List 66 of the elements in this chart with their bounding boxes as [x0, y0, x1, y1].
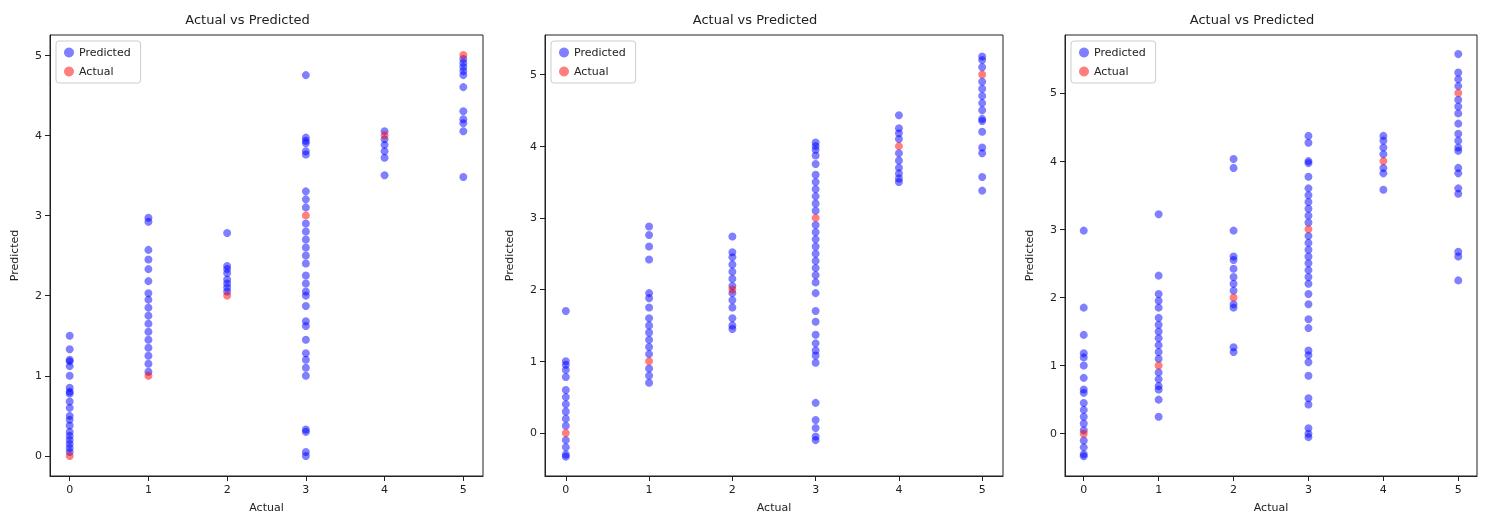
x-axis-title: Actual — [1253, 501, 1289, 514]
y-tick-label: 0 — [1050, 427, 1057, 441]
y-tick-label: 3 — [530, 211, 537, 225]
x-tick-label: 4 — [1379, 483, 1387, 496]
x-tick-label: 0 — [1080, 483, 1088, 496]
x-tick-label: 3 — [812, 483, 820, 496]
legend-label: Predicted — [1094, 46, 1146, 59]
point — [645, 357, 654, 366]
y-tick-label: 3 — [35, 208, 42, 222]
y-tick-label: 1 — [35, 369, 42, 383]
x-tick-label: 3 — [302, 483, 310, 496]
point — [223, 291, 232, 300]
y-tick-label: 2 — [530, 283, 537, 297]
y-tick-label: 1 — [530, 354, 537, 368]
point — [1304, 225, 1313, 234]
chart-title: Actual vs Predicted — [185, 12, 310, 27]
chart-title: Actual vs Predicted — [1189, 12, 1315, 27]
x-tick-label: 1 — [1155, 483, 1163, 496]
x-axis-title: Actual — [249, 501, 284, 514]
point — [561, 428, 570, 437]
x-tick-label: 0 — [562, 483, 570, 496]
point — [1154, 361, 1163, 370]
legend-label: Actual — [1094, 65, 1129, 78]
y-tick-label: 2 — [1050, 290, 1057, 304]
x-tick-label: 2 — [728, 483, 736, 496]
chart-title: Actual vs Predicted — [692, 12, 818, 27]
point — [1229, 293, 1238, 302]
point — [65, 451, 74, 460]
y-tick-label: 0 — [35, 449, 42, 463]
y-tick-label: 0 — [530, 426, 537, 440]
y-axis-title: Predicted — [8, 229, 21, 282]
legend-label: Predicted — [79, 46, 131, 59]
y-tick-label: 4 — [1050, 154, 1057, 168]
point — [728, 285, 737, 294]
x-tick-label: 2 — [223, 483, 231, 496]
x-axis-title: Actual — [756, 501, 792, 514]
y-tick-label: 5 — [35, 48, 42, 62]
legend-label: Predicted — [574, 46, 626, 59]
point — [894, 142, 903, 151]
y-tick-label: 5 — [530, 67, 537, 81]
y-axis-title: Predicted — [1023, 229, 1036, 282]
point — [144, 371, 153, 380]
x-tick-label: 4 — [381, 483, 389, 496]
y-axis-title: Predicted — [503, 229, 516, 282]
x-tick-label: 2 — [1230, 483, 1238, 496]
x-tick-label: 4 — [895, 483, 903, 496]
point — [459, 51, 468, 60]
x-tick-label: 5 — [978, 483, 986, 496]
x-tick-label: 1 — [144, 483, 152, 496]
x-tick-label: 1 — [645, 483, 653, 496]
y-tick-label: 2 — [35, 289, 42, 303]
y-tick-label: 3 — [1050, 222, 1057, 236]
point — [978, 70, 987, 79]
x-tick-label: 5 — [459, 483, 467, 496]
x-tick-label: 5 — [1454, 483, 1462, 496]
y-tick-label: 4 — [35, 128, 42, 142]
point — [811, 213, 820, 222]
x-tick-label: 3 — [1304, 483, 1312, 496]
legend-label: Actual — [79, 65, 114, 78]
x-tick-label: 0 — [66, 483, 74, 496]
y-tick-label: 5 — [1050, 86, 1057, 100]
point — [301, 211, 310, 220]
y-tick-label: 4 — [530, 139, 537, 153]
y-tick-label: 1 — [1050, 359, 1057, 373]
point — [380, 131, 389, 140]
legend-label: Actual — [574, 65, 609, 78]
